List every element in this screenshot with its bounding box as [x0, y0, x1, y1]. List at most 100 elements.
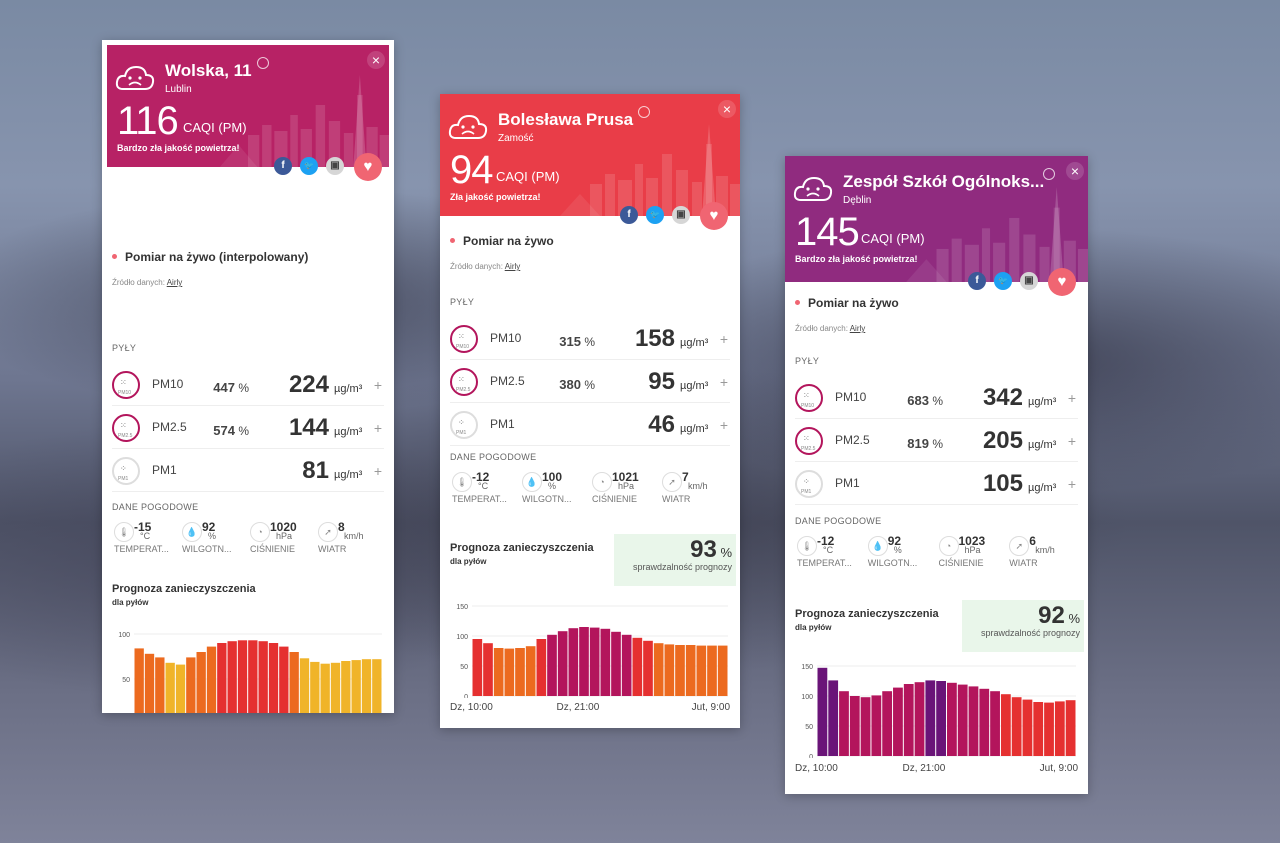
location-pin-icon[interactable]	[257, 57, 269, 69]
pm-row[interactable]: ⁙ PM2.5 PM2.5 819 % 205 µg/m³ +	[795, 421, 1078, 462]
forecast-bar[interactable]	[351, 660, 361, 713]
forecast-bar[interactable]	[279, 646, 289, 713]
forecast-bar[interactable]	[483, 643, 493, 696]
forecast-bar[interactable]	[828, 680, 839, 756]
forecast-bar[interactable]	[299, 658, 310, 713]
copy-link-icon[interactable]: ▣	[326, 157, 344, 175]
forecast-bar[interactable]	[525, 646, 536, 696]
forecast-bar[interactable]	[217, 643, 227, 713]
expand-plus-icon[interactable]: +	[719, 374, 728, 390]
forecast-bar[interactable]	[685, 645, 696, 696]
forecast-bar[interactable]	[237, 640, 248, 713]
forecast-bar[interactable]	[957, 684, 968, 756]
forecast-bar[interactable]	[990, 691, 1000, 756]
forecast-bar[interactable]	[155, 657, 165, 713]
forecast-bar[interactable]	[1022, 699, 1033, 756]
pm-row[interactable]: ⁙ PM10 PM10 683 % 342 µg/m³ +	[795, 378, 1078, 419]
forecast-bar[interactable]	[589, 627, 600, 696]
forecast-bar[interactable]	[1054, 701, 1065, 756]
forecast-bar[interactable]	[1044, 702, 1054, 756]
pm-row[interactable]: ⁙ PM10 PM10 315 % 158 µg/m³ +	[450, 319, 730, 360]
forecast-bar[interactable]	[186, 657, 196, 713]
forecast-bar[interactable]	[893, 687, 903, 756]
close-button[interactable]: ×	[1066, 162, 1084, 180]
forecast-bar[interactable]	[504, 648, 515, 696]
forecast-bar[interactable]	[664, 644, 675, 696]
forecast-bar[interactable]	[536, 639, 547, 696]
forecast-bar[interactable]	[1000, 694, 1011, 756]
forecast-bar[interactable]	[134, 648, 144, 713]
forecast-bar[interactable]	[675, 645, 685, 696]
forecast-bar[interactable]	[268, 643, 279, 713]
data-source-link[interactable]: Airly	[849, 324, 866, 333]
forecast-bar[interactable]	[632, 637, 643, 696]
forecast-bar[interactable]	[196, 652, 206, 713]
location-pin-icon[interactable]	[638, 106, 650, 118]
forecast-bar[interactable]	[289, 652, 299, 713]
forecast-bar[interactable]	[860, 697, 871, 756]
forecast-bar[interactable]	[611, 631, 621, 696]
expand-plus-icon[interactable]: +	[373, 377, 382, 393]
forecast-bar[interactable]	[165, 662, 175, 713]
forecast-bar[interactable]	[696, 645, 707, 696]
forecast-bar[interactable]	[979, 688, 990, 756]
forecast-bar[interactable]	[320, 663, 330, 713]
forecast-bar[interactable]	[1011, 697, 1022, 756]
forecast-bar[interactable]	[947, 682, 957, 756]
pm-row[interactable]: ⁙ PM2.5 PM2.5 574 % 144 µg/m³ +	[112, 408, 384, 449]
expand-plus-icon[interactable]: +	[719, 417, 728, 433]
forecast-bar[interactable]	[925, 680, 936, 756]
forecast-bar[interactable]	[849, 696, 860, 756]
forecast-bar[interactable]	[643, 640, 653, 696]
forecast-bar[interactable]	[882, 691, 893, 756]
pm-row[interactable]: ⁘ PM1 PM1 46 µg/m³ +	[450, 405, 730, 446]
data-source-link[interactable]: Airly	[166, 278, 183, 287]
forecast-bar[interactable]	[936, 681, 946, 756]
expand-plus-icon[interactable]: +	[373, 463, 382, 479]
facebook-icon[interactable]: f	[620, 206, 638, 224]
forecast-bar[interactable]	[839, 691, 849, 756]
forecast-bar[interactable]	[968, 686, 979, 756]
twitter-icon[interactable]: 🐦	[646, 206, 664, 224]
pm-row[interactable]: ⁘ PM1 PM1 105 µg/m³ +	[795, 464, 1078, 505]
copy-link-icon[interactable]: ▣	[1020, 272, 1038, 290]
expand-plus-icon[interactable]: +	[373, 420, 382, 436]
data-source-link[interactable]: Airly	[504, 262, 521, 271]
expand-plus-icon[interactable]: +	[1067, 433, 1076, 449]
forecast-bar[interactable]	[568, 628, 579, 696]
forecast-bar[interactable]	[227, 641, 237, 713]
forecast-bar[interactable]	[310, 661, 320, 713]
forecast-bar[interactable]	[903, 684, 914, 756]
forecast-bar[interactable]	[817, 667, 828, 756]
forecast-bar[interactable]	[579, 627, 589, 696]
forecast-bar[interactable]	[361, 659, 372, 713]
expand-plus-icon[interactable]: +	[1067, 476, 1076, 492]
expand-plus-icon[interactable]: +	[1067, 390, 1076, 406]
forecast-bar[interactable]	[144, 653, 155, 713]
favorite-heart-icon[interactable]: ♥	[354, 153, 382, 181]
forecast-bar[interactable]	[372, 659, 382, 713]
twitter-icon[interactable]: 🐦	[300, 157, 318, 175]
forecast-bar[interactable]	[707, 645, 717, 696]
forecast-bar[interactable]	[1033, 702, 1044, 756]
close-button[interactable]: ×	[367, 51, 385, 69]
forecast-bar[interactable]	[341, 661, 351, 713]
forecast-bar[interactable]	[621, 634, 632, 696]
close-button[interactable]: ×	[718, 100, 736, 118]
pm-row[interactable]: ⁙ PM10 PM10 447 % 224 µg/m³ +	[112, 365, 384, 406]
forecast-bar[interactable]	[1065, 700, 1076, 756]
facebook-icon[interactable]: f	[968, 272, 986, 290]
forecast-bar[interactable]	[914, 682, 925, 756]
forecast-bar[interactable]	[547, 634, 557, 696]
forecast-bar[interactable]	[600, 628, 611, 696]
forecast-bar[interactable]	[330, 662, 341, 713]
forecast-bar[interactable]	[871, 695, 882, 756]
forecast-bar[interactable]	[248, 640, 258, 713]
favorite-heart-icon[interactable]: ♥	[1048, 268, 1076, 296]
pm-row[interactable]: ⁙ PM2.5 PM2.5 380 % 95 µg/m³ +	[450, 362, 730, 403]
expand-plus-icon[interactable]: +	[719, 331, 728, 347]
forecast-bar[interactable]	[206, 646, 217, 713]
pm-row[interactable]: ⁘ PM1 PM1 81 µg/m³ +	[112, 451, 384, 492]
location-pin-icon[interactable]	[1043, 168, 1055, 180]
forecast-bar[interactable]	[557, 631, 568, 696]
